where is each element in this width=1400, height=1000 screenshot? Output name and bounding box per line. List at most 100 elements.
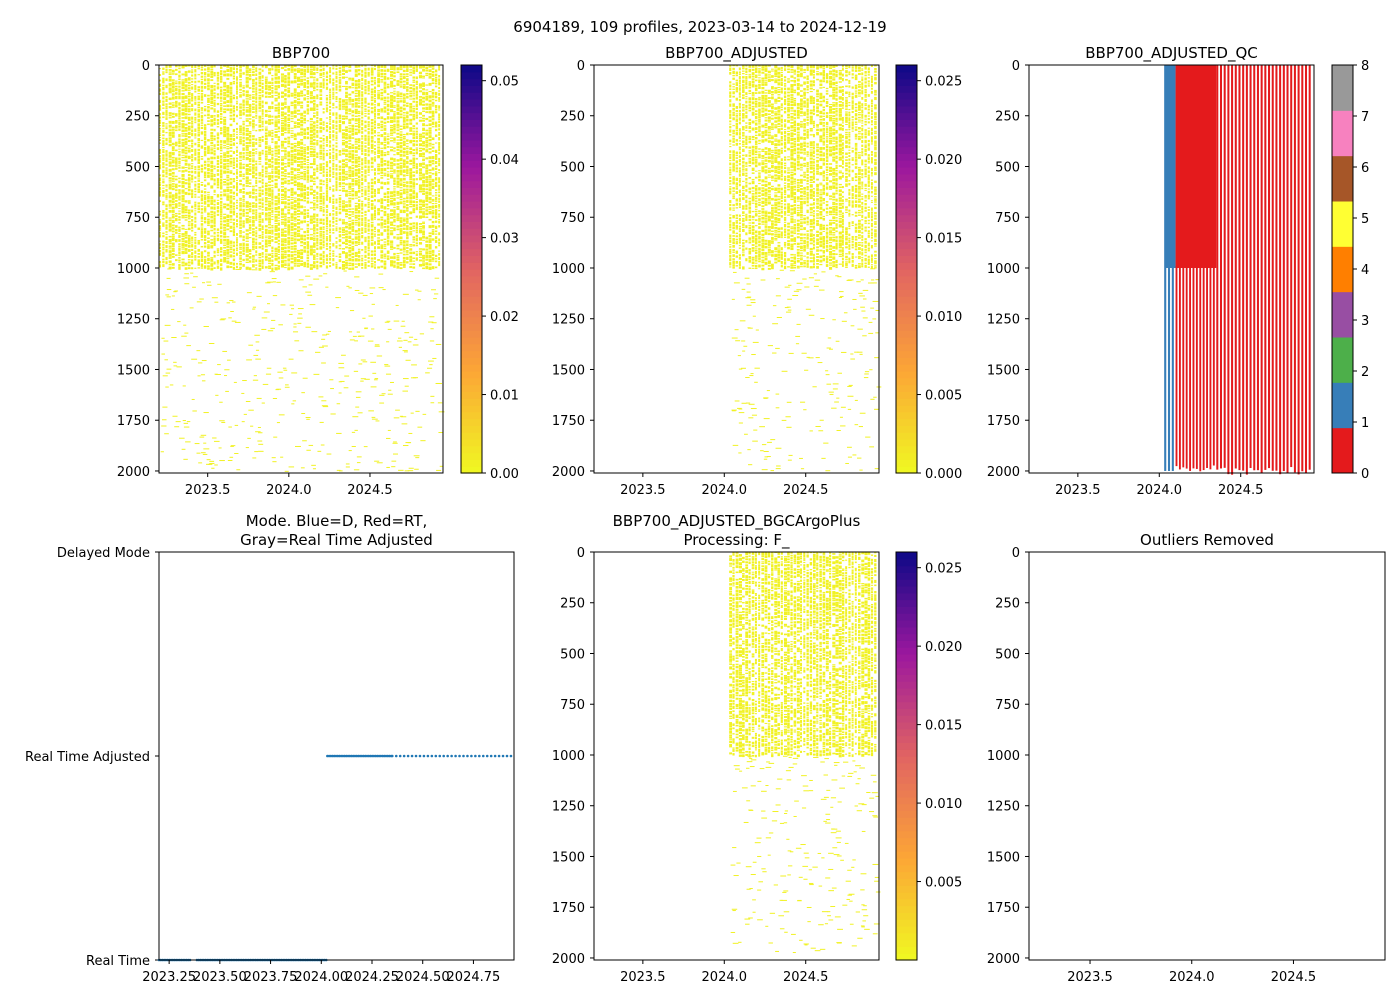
heatmap-cell — [271, 138, 274, 141]
heatmap-cell — [335, 91, 338, 94]
heatmap-cell — [252, 119, 255, 123]
heatmap-cell — [370, 188, 374, 191]
heatmap-cell — [242, 85, 245, 87]
heatmap-cell — [393, 96, 396, 99]
heatmap-cell — [412, 100, 416, 103]
heatmap-cell — [325, 237, 329, 240]
heatmap-cell — [332, 84, 335, 86]
heatmap-cell — [261, 115, 264, 117]
heatmap-sparse-cell — [412, 344, 419, 346]
heatmap-cell — [178, 261, 181, 263]
heatmap-cell — [223, 165, 227, 170]
heatmap-sparse-cell — [200, 434, 207, 436]
heatmap-sparse-cell — [276, 281, 281, 283]
heatmap-cell — [178, 216, 181, 219]
heatmap-cell — [194, 181, 197, 183]
heatmap-cell — [248, 130, 252, 133]
heatmap-cell — [335, 186, 338, 189]
heatmap-cell — [341, 202, 346, 205]
heatmap-cell — [255, 219, 258, 221]
heatmap-cell — [210, 137, 214, 140]
heatmap-cell — [216, 249, 220, 252]
heatmap-cell — [239, 266, 242, 269]
heatmap-cell — [248, 154, 252, 157]
heatmap-cell — [415, 133, 418, 136]
heatmap-cell — [293, 65, 297, 68]
heatmap-cell — [370, 90, 374, 94]
heatmap-cell — [418, 229, 423, 234]
heatmap-cell — [197, 97, 201, 101]
heatmap-cell — [175, 100, 178, 104]
heatmap-cell — [428, 244, 432, 247]
heatmap-cell — [296, 251, 301, 255]
heatmap-cell — [191, 165, 194, 167]
heatmap-cell — [380, 160, 384, 164]
heatmap-cell — [364, 82, 367, 85]
heatmap-cell — [341, 205, 346, 209]
heatmap-cell — [377, 102, 380, 107]
heatmap-cell — [303, 152, 306, 155]
heatmap-cell — [290, 266, 294, 270]
heatmap-cell — [219, 78, 223, 80]
heatmap-cell — [171, 161, 175, 164]
heatmap-cell — [406, 251, 409, 253]
heatmap-cell — [223, 101, 227, 104]
heatmap-cell — [377, 163, 380, 166]
heatmap-cell — [351, 197, 355, 200]
heatmap-cell — [200, 194, 204, 198]
heatmap-sparse-cell — [358, 335, 365, 337]
heatmap-cell — [341, 248, 346, 250]
heatmap-cell — [357, 115, 361, 117]
heatmap-cell — [171, 115, 175, 118]
heatmap-cell — [159, 234, 162, 238]
heatmap-cell — [175, 215, 178, 218]
heatmap-cell — [309, 252, 313, 256]
heatmap-cell — [425, 251, 429, 255]
heatmap-cell — [264, 95, 268, 98]
heatmap-cell — [306, 77, 310, 79]
heatmap-cell — [296, 161, 301, 163]
heatmap-cell — [181, 129, 185, 133]
heatmap-cell — [345, 189, 348, 193]
heatmap-cell — [322, 127, 325, 131]
heatmap-cell — [226, 207, 230, 211]
heatmap-cell — [171, 233, 175, 236]
heatmap-cell — [396, 244, 400, 247]
heatmap-cell — [415, 222, 418, 226]
heatmap-cell — [184, 146, 188, 149]
heatmap-cell — [239, 191, 242, 194]
heatmap-cell — [226, 143, 230, 145]
heatmap-cell — [175, 164, 178, 166]
heatmap-cell — [373, 266, 376, 269]
heatmap-cell — [194, 196, 197, 198]
heatmap-cell — [373, 226, 376, 229]
heatmap-cell — [216, 122, 220, 125]
heatmap-cell — [422, 263, 425, 267]
heatmap-sparse-cell — [411, 364, 417, 366]
heatmap-cell — [290, 173, 294, 175]
heatmap-cell — [399, 169, 403, 173]
heatmap-cell — [438, 100, 441, 102]
heatmap-sparse-cell — [185, 441, 191, 443]
heatmap-cell — [396, 111, 400, 116]
heatmap-cell — [210, 141, 214, 145]
heatmap-cell — [332, 198, 335, 201]
heatmap-cell — [210, 94, 214, 97]
heatmap-cell — [373, 177, 376, 180]
heatmap-cell — [431, 70, 435, 74]
heatmap-cell — [412, 236, 416, 239]
heatmap-cell — [335, 245, 338, 249]
heatmap-cell — [332, 229, 335, 231]
heatmap-cell — [274, 200, 278, 202]
heatmap-cell — [178, 92, 181, 96]
heatmap-cell — [191, 142, 194, 145]
heatmap-cell — [296, 205, 301, 209]
heatmap-cell — [422, 254, 425, 257]
heatmap-cell — [313, 180, 316, 183]
heatmap-cell — [338, 204, 342, 206]
heatmap-cell — [219, 102, 223, 105]
heatmap-cell — [245, 201, 249, 205]
heatmap-cell — [258, 151, 262, 155]
heatmap-cell — [341, 231, 346, 234]
heatmap-cell — [248, 191, 252, 194]
